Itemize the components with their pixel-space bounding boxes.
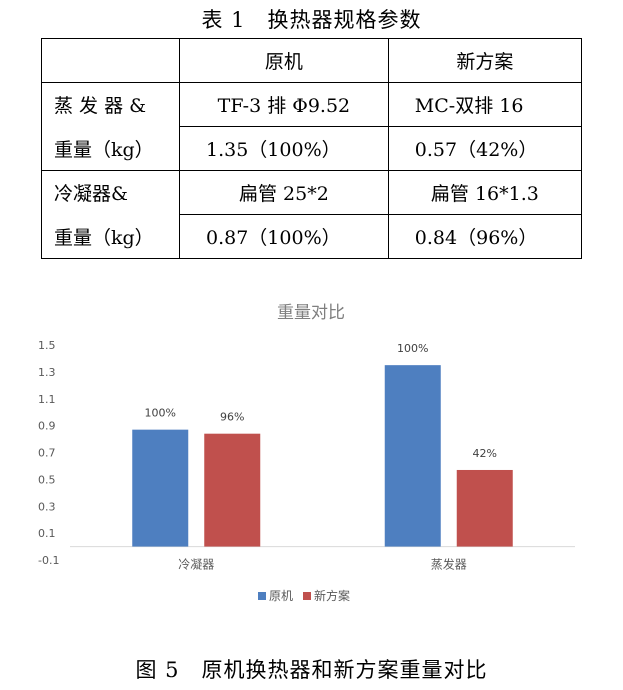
- spec-table: 原机 新方案 蒸 发 器 & TF-3 排 Φ9.52 MC-双排 16 重量（…: [41, 38, 583, 259]
- x-tick-label: 冷凝器: [178, 557, 214, 572]
- cell-condenser-new-weight: 0.84（96%）: [387, 214, 583, 259]
- bar: [204, 433, 261, 547]
- header-new-plan: 新方案: [387, 38, 583, 83]
- y-tick-label: 1.3: [38, 366, 56, 379]
- y-tick-label: 0.9: [38, 420, 56, 433]
- bar-data-label: 100%: [397, 342, 428, 355]
- cell-evaporator-new-spec: MC-双排 16: [387, 82, 583, 127]
- bar: [456, 469, 513, 547]
- bar-data-label: 100%: [145, 407, 176, 420]
- y-tick-label: 0.3: [38, 500, 56, 513]
- legend-swatch: [303, 592, 311, 600]
- row-label-weight: 重量（kg）: [41, 126, 180, 171]
- table-header-row: 原机 新方案: [41, 38, 583, 83]
- chart-title: 重量对比: [277, 303, 345, 323]
- table-row: 重量（kg） 1.35（100%） 0.57（42%）: [41, 126, 583, 171]
- row-label-condenser: 冷凝器&: [41, 170, 180, 215]
- bar: [384, 365, 441, 547]
- bar-data-label: 96%: [220, 411, 244, 424]
- y-tick-label: 1.1: [38, 393, 56, 406]
- x-tick-label: 蒸发器: [431, 557, 467, 572]
- figure-caption: 图 5 原机换热器和新方案重量对比: [135, 658, 488, 682]
- header-original: 原机: [179, 38, 389, 83]
- weight-comparison-chart: 重量对比 1.5 1.3 1.1 0.9 0.7 0.5 0.3 0.1 -0.1 100% 96% 冷…: [0, 290, 623, 620]
- bar: [132, 429, 189, 547]
- table-caption: 表 1 换热器规格参数: [201, 8, 422, 32]
- y-tick-label: 1.5: [38, 339, 56, 352]
- cell-evaporator-new-weight: 0.57（42%）: [387, 126, 583, 171]
- table-row: 蒸 发 器 & TF-3 排 Φ9.52 MC-双排 16: [41, 82, 583, 127]
- cell-condenser-orig-spec: 扁管 25*2: [179, 170, 389, 215]
- bar-data-label: 42%: [473, 447, 497, 460]
- cell-evaporator-orig-spec: TF-3 排 Φ9.52: [179, 82, 389, 127]
- y-tick-label: -0.1: [38, 554, 59, 567]
- y-tick-label: 0.1: [38, 527, 56, 540]
- y-tick-label: 0.5: [38, 473, 56, 486]
- row-label-evaporator: 蒸 发 器 &: [41, 82, 180, 127]
- legend-label: 原机: [269, 589, 293, 603]
- y-tick-label: 0.7: [38, 447, 56, 460]
- chart-svg: 重量对比 1.5 1.3 1.1 0.9 0.7 0.5 0.3 0.1 -0.1 100% 96% 冷…: [38, 303, 575, 603]
- cell-condenser-orig-weight: 0.87（100%）: [179, 214, 389, 259]
- table-header-empty: [41, 38, 180, 83]
- cell-evaporator-orig-weight: 1.35（100%）: [179, 126, 389, 171]
- table-row: 重量（kg） 0.87（100%） 0.84（96%）: [41, 214, 583, 259]
- cell-condenser-new-spec: 扁管 16*1.3: [387, 170, 583, 215]
- legend-swatch: [258, 592, 266, 600]
- row-label-weight: 重量（kg）: [41, 214, 180, 259]
- table-row: 冷凝器& 扁管 25*2 扁管 16*1.3: [41, 170, 583, 215]
- legend-label: 新方案: [314, 588, 350, 603]
